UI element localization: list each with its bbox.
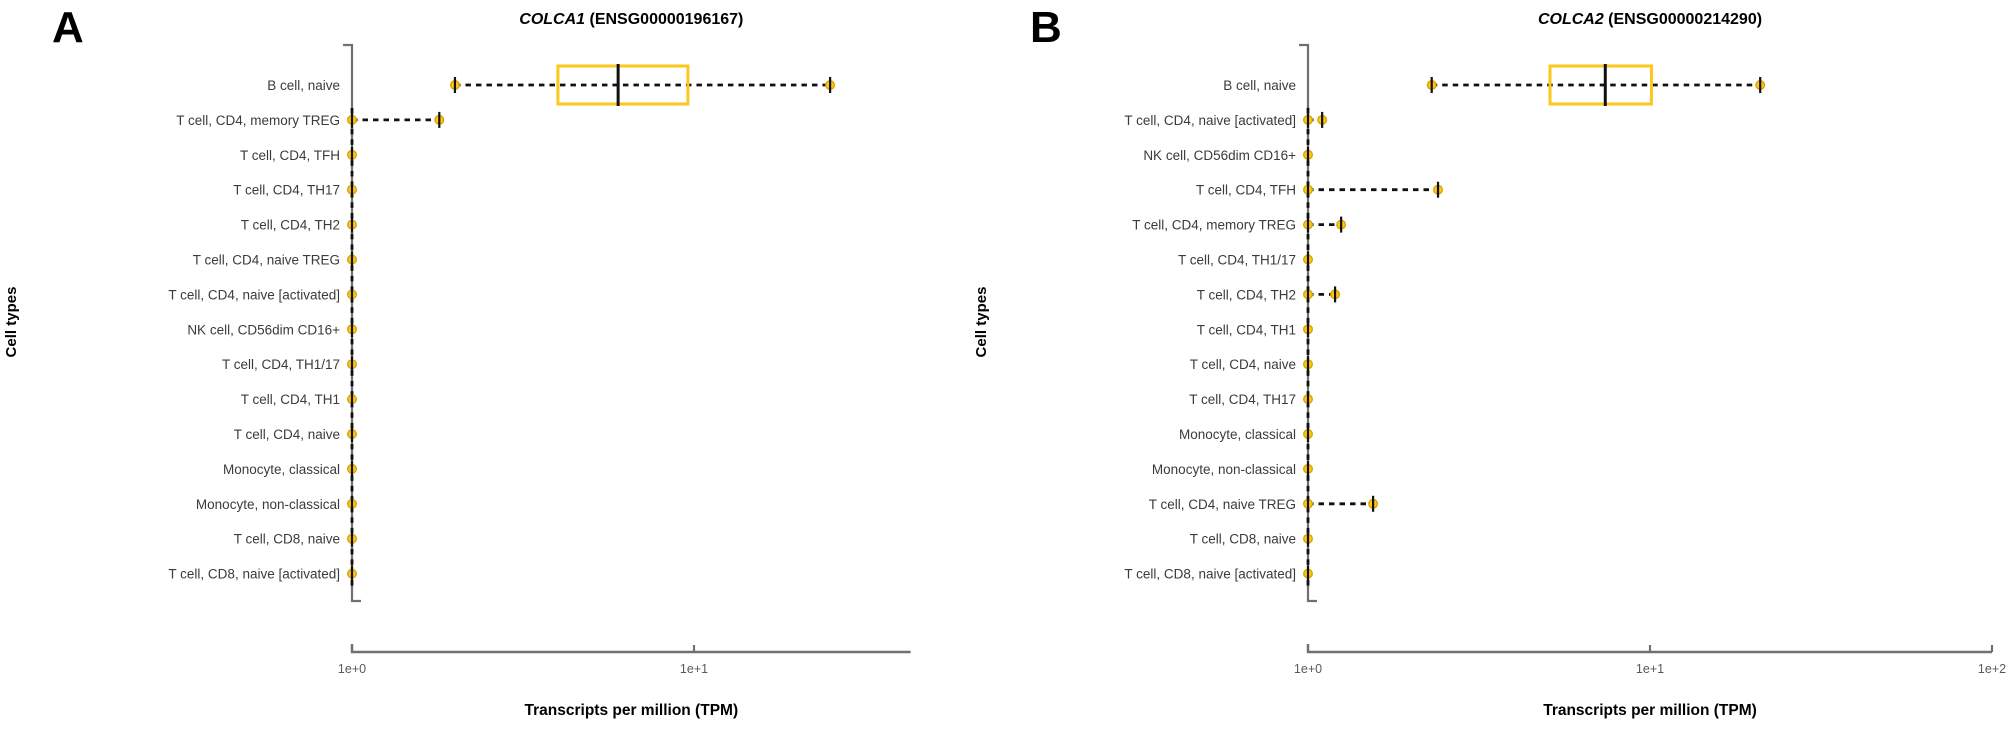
panel-title: COLCA2 (ENSG00000214290)	[1538, 11, 1762, 28]
boxplot-row: T cell, CD8, naive	[1190, 530, 1313, 547]
row-label: T cell, CD8, naive [activated]	[168, 567, 340, 582]
x-axis-title: Transcripts per million (TPM)	[525, 702, 739, 719]
panel-b: B COLCA2 (ENSG00000214290) Cell types 1e+0 1…	[973, 3, 2006, 719]
boxplot-row: T cell, CD8, naive	[234, 530, 358, 547]
row-label: NK cell, CD56dim CD16+	[187, 322, 340, 337]
row-label: T cell, CD4, TH17	[233, 183, 340, 198]
row-label: T cell, CD4, TH1	[241, 392, 340, 407]
row-label: Monocyte, classical	[1179, 427, 1296, 442]
x-tick-label: 1e+0	[1294, 662, 1322, 676]
ensembl-id: (ENSG00000214290)	[1604, 11, 1762, 28]
row-label: T cell, CD4, naive [activated]	[168, 287, 340, 302]
row-label: Monocyte, classical	[223, 462, 340, 477]
boxplot-row: T cell, CD4, TH2	[1197, 286, 1341, 303]
boxplot-row: Monocyte, classical	[1179, 426, 1313, 442]
panel-letter: B	[1030, 3, 1062, 52]
boxplot-row: T cell, CD4, TH17	[233, 181, 358, 198]
boxplot-row: T cell, CD4, TFH	[240, 146, 358, 163]
boxplot-row: T cell, CD4, TH1/17	[1178, 251, 1313, 268]
ensembl-id: (ENSG00000196167)	[585, 11, 743, 28]
panel-a: A COLCA1 (ENSG00000196167) Cell types 1e+0 1…	[3, 3, 911, 719]
row-label: T cell, CD4, naive	[1190, 357, 1296, 372]
boxplot-row: T cell, CD4, TFH	[1196, 181, 1444, 198]
box	[556, 64, 690, 106]
boxplot-row: T cell, CD4, naive [activated]	[1124, 111, 1328, 128]
gene-name: COLCA2	[1538, 11, 1604, 28]
boxplot-row: T cell, CD4, memory TREG	[1132, 216, 1347, 233]
x-axis-title: Transcripts per million (TPM)	[1543, 702, 1757, 719]
boxplot-row: Monocyte, non-classical	[1152, 460, 1313, 477]
boxplot-row: T cell, CD4, naive	[234, 426, 358, 442]
boxplot-row: T cell, CD4, naive [activated]	[168, 286, 358, 303]
row-label: T cell, CD4, naive TREG	[193, 253, 340, 268]
boxplot-row: T cell, CD4, naive TREG	[193, 251, 358, 268]
row-label: B cell, naive	[1223, 78, 1296, 93]
row-label: T cell, CD4, TFH	[1196, 183, 1296, 198]
gene-name: COLCA1	[519, 11, 585, 28]
boxplot-row: T cell, CD8, naive [activated]	[1124, 565, 1313, 582]
boxplot-row: T cell, CD4, TH17	[1189, 391, 1313, 408]
boxplot-row: T cell, CD4, TH1/17	[222, 356, 358, 373]
row-label: T cell, CD4, TH17	[1189, 392, 1296, 407]
row-label: T cell, CD4, memory TREG	[176, 113, 340, 128]
boxplot-row: NK cell, CD56dim CD16+	[187, 321, 358, 338]
row-label: T cell, CD4, TH1/17	[1178, 253, 1296, 268]
x-tick-label: 1e+2	[1978, 662, 2006, 676]
y-axis-title: Cell types	[973, 287, 990, 358]
panel-letter: A	[52, 3, 84, 52]
row-label: T cell, CD8, naive	[1190, 532, 1296, 547]
row-label: Monocyte, non-classical	[1152, 462, 1296, 477]
y-axis-title: Cell types	[3, 287, 20, 358]
row-label: T cell, CD4, naive [activated]	[1124, 113, 1296, 128]
boxplot-row: T cell, CD4, TH1	[241, 391, 358, 408]
boxplot-row: NK cell, CD56dim CD16+	[1143, 146, 1313, 163]
boxplot-row: T cell, CD4, memory TREG	[176, 111, 445, 128]
boxplot-row: T cell, CD4, naive TREG	[1149, 495, 1379, 512]
row-label: Monocyte, non-classical	[196, 497, 340, 512]
row-label: T cell, CD4, TH1/17	[222, 357, 340, 372]
boxplot-row: Monocyte, non-classical	[196, 495, 358, 512]
panel-title: COLCA1 (ENSG00000196167)	[519, 11, 743, 28]
x-tick-label: 1e+1	[1636, 662, 1664, 676]
row-label: T cell, CD4, TFH	[240, 148, 340, 163]
boxplot-row: B cell, naive	[267, 64, 836, 106]
x-tick-label: 1e+1	[680, 662, 708, 676]
row-label: T cell, CD8, naive [activated]	[1124, 567, 1296, 582]
boxplot-row: T cell, CD4, TH1	[1197, 321, 1313, 338]
box	[1548, 64, 1653, 106]
boxplot-row: T cell, CD4, naive	[1190, 356, 1313, 373]
boxplot-row: T cell, CD8, naive [activated]	[168, 565, 358, 582]
row-label: NK cell, CD56dim CD16+	[1143, 148, 1296, 163]
row-label: T cell, CD4, naive	[234, 427, 340, 442]
row-label: T cell, CD4, TH2	[241, 218, 340, 233]
boxplot-row: Monocyte, classical	[223, 460, 358, 477]
boxplot-row: B cell, naive	[1223, 64, 1766, 106]
row-label: T cell, CD4, memory TREG	[1132, 218, 1296, 233]
x-tick-label: 1e+0	[338, 662, 366, 676]
row-label: B cell, naive	[267, 78, 340, 93]
x-axis-line	[350, 644, 911, 654]
row-label: T cell, CD4, TH1	[1197, 322, 1296, 337]
row-label: T cell, CD8, naive	[234, 532, 340, 547]
row-label: T cell, CD4, naive TREG	[1149, 497, 1296, 512]
row-label: T cell, CD4, TH2	[1197, 287, 1296, 302]
boxplot-row: T cell, CD4, TH2	[241, 216, 358, 233]
